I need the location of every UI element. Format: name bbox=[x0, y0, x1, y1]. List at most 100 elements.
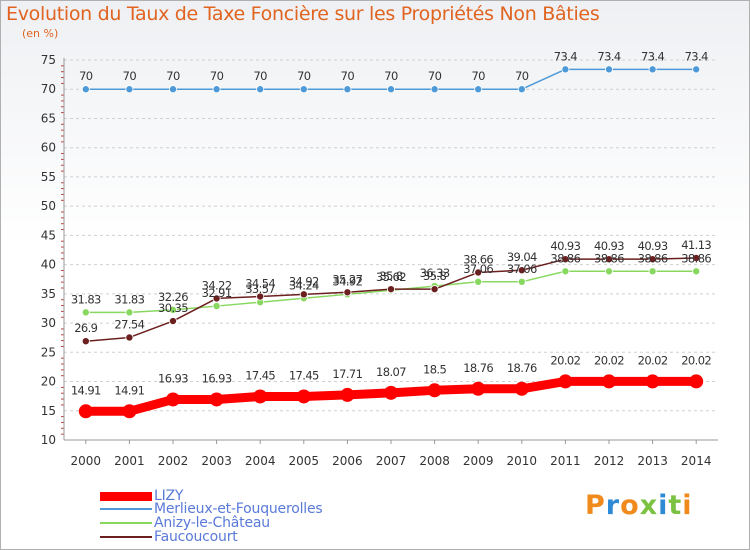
data-point-faucoucourt bbox=[605, 255, 614, 264]
data-label-merlieux-et-fouquerolles: 70 bbox=[166, 69, 180, 83]
data-label-anizy-le-chateau: 38.86 bbox=[681, 251, 711, 265]
data-label-merlieux-et-fouquerolles: 70 bbox=[297, 69, 311, 83]
legend-swatch bbox=[100, 522, 152, 524]
x-tick-label: 2009 bbox=[463, 454, 494, 468]
data-point-anizy-le-chateau bbox=[648, 267, 657, 276]
legend-swatch bbox=[100, 536, 152, 538]
logo-letter: o bbox=[620, 490, 640, 521]
proxiti-logo: Proxiti bbox=[585, 490, 693, 521]
unit-label: (en %) bbox=[22, 27, 59, 40]
logo-letter: t bbox=[668, 490, 683, 521]
data-label-merlieux-et-fouquerolles: 70 bbox=[515, 69, 529, 83]
y-tick-label: 10 bbox=[41, 433, 56, 447]
data-label-anizy-le-chateau: 32.26 bbox=[158, 290, 188, 304]
data-label-lizy: 18.5 bbox=[423, 362, 446, 376]
data-point-faucoucourt bbox=[430, 285, 439, 294]
data-label-merlieux-et-fouquerolles: 73.4 bbox=[641, 49, 664, 63]
data-label-anizy-le-chateau: 31.83 bbox=[114, 292, 144, 306]
data-label-faucoucourt: 30.35 bbox=[158, 301, 188, 315]
data-label-lizy: 18.76 bbox=[507, 361, 537, 375]
data-label-faucoucourt: 35.8 bbox=[379, 269, 402, 283]
legend-item: Merlieux-et-Fouquerolles bbox=[100, 501, 323, 517]
data-point-lizy bbox=[427, 383, 442, 398]
data-point-anizy-le-chateau bbox=[517, 277, 526, 286]
y-tick-label: 50 bbox=[41, 199, 56, 213]
data-point-faucoucourt bbox=[343, 288, 352, 297]
data-label-anizy-le-chateau: 36.33 bbox=[420, 266, 450, 280]
logo-letter: P bbox=[585, 490, 606, 521]
chart-title: Evolution du Taux de Taxe Foncière sur l… bbox=[6, 3, 600, 25]
data-label-merlieux-et-fouquerolles: 70 bbox=[428, 69, 442, 83]
y-tick-label: 60 bbox=[41, 141, 56, 155]
data-label-faucoucourt: 39.04 bbox=[507, 250, 537, 264]
y-tick-label: 75 bbox=[41, 53, 56, 67]
data-label-lizy: 16.93 bbox=[158, 371, 188, 385]
data-point-merlieux-et-fouquerolles bbox=[212, 85, 221, 94]
data-label-anizy-le-chateau: 38.86 bbox=[550, 251, 580, 265]
data-label-merlieux-et-fouquerolles: 73.4 bbox=[685, 49, 708, 63]
data-point-lizy bbox=[514, 381, 529, 396]
y-tick-label: 45 bbox=[41, 228, 56, 242]
data-label-faucoucourt: 35.27 bbox=[332, 272, 362, 286]
data-point-lizy bbox=[166, 392, 180, 407]
data-label-faucoucourt: 34.22 bbox=[202, 278, 232, 292]
y-tick-label: 25 bbox=[41, 345, 56, 359]
data-label-lizy: 20.02 bbox=[550, 353, 580, 367]
y-tick-label: 40 bbox=[41, 258, 56, 272]
data-point-merlieux-et-fouquerolles bbox=[692, 65, 701, 74]
data-label-merlieux-et-fouquerolles: 70 bbox=[253, 69, 267, 83]
x-tick-label: 2007 bbox=[376, 454, 407, 468]
data-point-anizy-le-chateau bbox=[474, 277, 483, 286]
data-point-faucoucourt bbox=[212, 294, 221, 303]
data-label-anizy-le-chateau: 37.06 bbox=[507, 262, 537, 276]
data-point-faucoucourt bbox=[125, 333, 134, 342]
legend-label: Merlieux-et-Fouquerolles bbox=[154, 501, 323, 517]
legend-item: Anizy-le-Château bbox=[100, 515, 270, 531]
data-label-merlieux-et-fouquerolles: 70 bbox=[79, 69, 93, 83]
y-tick-label: 35 bbox=[41, 287, 56, 301]
y-tick-label: 55 bbox=[41, 170, 56, 184]
x-tick-label: 2003 bbox=[201, 454, 232, 468]
x-tick-label: 2005 bbox=[289, 454, 320, 468]
data-point-anizy-le-chateau bbox=[692, 267, 701, 276]
y-tick-label: 70 bbox=[41, 82, 56, 96]
legend-swatch bbox=[100, 508, 152, 510]
data-label-faucoucourt: 34.54 bbox=[245, 277, 275, 291]
data-label-lizy: 16.93 bbox=[202, 371, 232, 385]
legend-label: LIZY bbox=[154, 488, 184, 504]
data-point-lizy bbox=[209, 392, 224, 407]
data-label-lizy: 14.91 bbox=[71, 383, 101, 397]
data-point-anizy-le-chateau bbox=[605, 267, 614, 276]
x-tick-label: 2010 bbox=[507, 454, 538, 468]
data-point-lizy bbox=[296, 389, 311, 404]
data-point-faucoucourt bbox=[299, 290, 308, 299]
data-point-lizy bbox=[471, 381, 486, 396]
data-point-merlieux-et-fouquerolles bbox=[168, 85, 177, 94]
x-tick-label: 2011 bbox=[550, 454, 581, 468]
data-label-anizy-le-chateau: 34.92 bbox=[332, 274, 362, 288]
data-label-merlieux-et-fouquerolles: 70 bbox=[471, 69, 485, 83]
data-point-lizy bbox=[689, 374, 704, 389]
x-tick-label: 2000 bbox=[71, 454, 102, 468]
data-label-faucoucourt: 38.66 bbox=[463, 252, 493, 266]
data-point-merlieux-et-fouquerolles bbox=[81, 85, 90, 94]
data-label-merlieux-et-fouquerolles: 73.4 bbox=[597, 49, 620, 63]
data-point-merlieux-et-fouquerolles bbox=[648, 65, 657, 74]
logo-letter: i bbox=[658, 490, 669, 521]
y-tick-label: 20 bbox=[41, 375, 56, 389]
data-point-anizy-le-chateau bbox=[212, 302, 221, 311]
data-point-merlieux-et-fouquerolles bbox=[125, 85, 134, 94]
data-label-merlieux-et-fouquerolles: 70 bbox=[123, 69, 137, 83]
data-label-lizy: 18.76 bbox=[463, 361, 493, 375]
data-point-anizy-le-chateau bbox=[81, 308, 90, 317]
y-tick-label: 15 bbox=[41, 404, 56, 418]
data-label-anizy-le-chateau: 32.91 bbox=[202, 286, 232, 300]
data-point-lizy bbox=[253, 389, 268, 404]
data-point-faucoucourt bbox=[474, 268, 483, 277]
data-label-lizy: 17.45 bbox=[245, 368, 275, 382]
data-label-faucoucourt: 40.93 bbox=[594, 239, 624, 253]
data-point-lizy bbox=[78, 404, 93, 419]
logo-letter: x bbox=[639, 490, 659, 521]
